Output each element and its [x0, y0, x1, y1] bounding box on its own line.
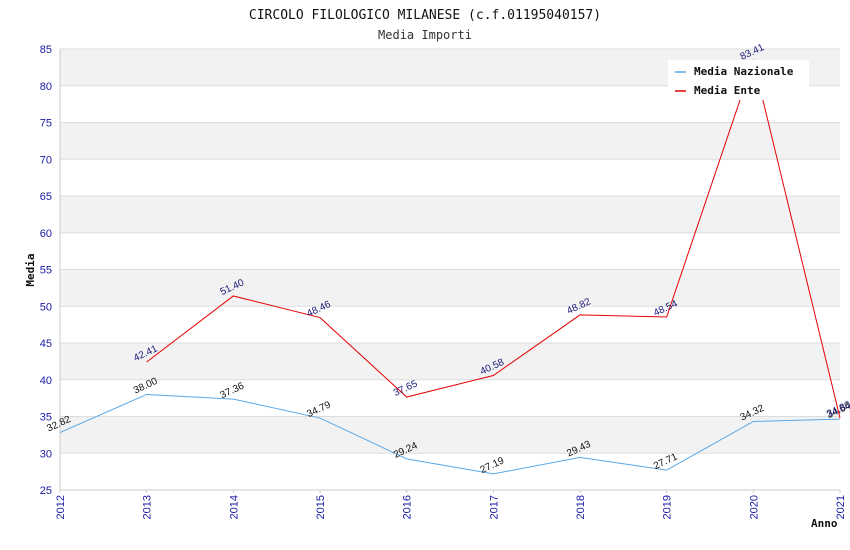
background-band — [60, 343, 840, 380]
legend-label-media-nazionale: Media Nazionale — [694, 65, 794, 78]
x-tick-label: 2016 — [402, 495, 414, 519]
x-tick-label: 2018 — [575, 495, 587, 519]
background-band — [60, 122, 840, 160]
series-line-media-nazionale — [59, 393, 841, 475]
chart-subtitle: Media Importi — [378, 28, 472, 42]
x-tick-labels: 2012 2013 2014 2015 2016 2017 2018 2019 2020 2021 — [55, 490, 847, 519]
gridlines — [60, 48, 840, 491]
series-line-media-ente — [146, 58, 841, 419]
x-tick-label: 2015 — [315, 495, 327, 519]
x-tick-label: 2019 — [662, 495, 674, 519]
y-tick-label: 60 — [40, 228, 52, 240]
x-tick-label: 2017 — [488, 495, 500, 519]
chart-title: CIRCOLO FILOLOGICO MILANESE (c.f.0119504… — [249, 8, 601, 23]
y-tick-label: 25 — [40, 485, 52, 497]
y-tick-labels: 25 30 35 40 45 50 55 60 65 70 75 80 85 — [40, 44, 52, 497]
x-tick-label: 2013 — [142, 495, 154, 519]
y-tick-label: 50 — [40, 301, 52, 313]
series-layer — [59, 58, 841, 475]
y-tick-label: 70 — [40, 154, 52, 166]
plot-background-bands — [60, 49, 840, 454]
y-tick-label: 85 — [40, 44, 52, 56]
legend-label-media-ente: Media Ente — [694, 84, 761, 97]
background-band — [60, 416, 840, 454]
y-tick-label: 55 — [40, 265, 52, 277]
data-label: 27.19 — [479, 455, 507, 476]
y-axis-label: Media — [24, 253, 37, 286]
legend: Media Nazionale Media Ente — [668, 60, 809, 100]
y-tick-label: 45 — [40, 338, 52, 350]
y-tick-label: 65 — [40, 191, 52, 203]
x-axis-label: Anno — [811, 517, 838, 530]
y-tick-label: 40 — [40, 375, 52, 387]
x-tick-label: 2012 — [55, 495, 67, 519]
data-label: 37.36 — [219, 380, 247, 401]
y-tick-label: 35 — [40, 412, 52, 424]
y-tick-label: 30 — [40, 448, 52, 460]
background-band — [60, 196, 840, 233]
y-tick-label: 75 — [40, 118, 52, 130]
x-tick-label: 2020 — [748, 495, 760, 519]
y-tick-label: 80 — [40, 81, 52, 93]
legend-box — [668, 60, 809, 100]
x-tick-label: 2021 — [835, 495, 847, 519]
x-tick-label: 2014 — [228, 495, 240, 519]
data-label: 27.71 — [652, 451, 680, 472]
background-band — [60, 269, 840, 307]
